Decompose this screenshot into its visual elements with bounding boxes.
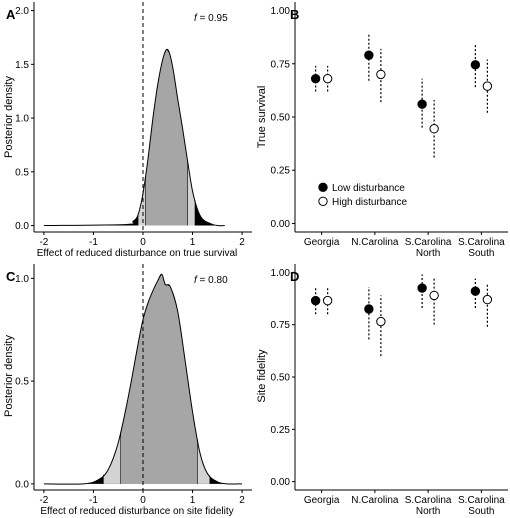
- x-category-label: N.Carolina: [351, 237, 399, 248]
- high-disturbance-point: [429, 290, 439, 301]
- annotation-f-value: f = 0.95: [194, 13, 228, 24]
- low-disturbance-point: [470, 60, 481, 70]
- x-tick-label: -1: [89, 495, 98, 506]
- x-axis-label: Effect of reduced disturbance on true su…: [37, 248, 237, 259]
- x-category-label: North: [416, 506, 440, 517]
- y-tick-label: 1.0: [15, 274, 29, 285]
- high-disturbance-point: [429, 124, 439, 134]
- legend-high-disturbance-marker: [318, 196, 328, 206]
- panel-label: C: [6, 269, 16, 284]
- y-axis-label: Posterior density: [3, 335, 15, 417]
- x-tick-label: 1: [190, 237, 196, 248]
- y-axis-label: Site fidelity: [256, 349, 268, 403]
- legend: Low disturbance High disturbance: [318, 182, 407, 208]
- x-category-label: S.Carolina: [405, 495, 452, 506]
- y-tick-label: 1.5: [15, 60, 29, 71]
- x-tick-label: 0: [140, 495, 146, 506]
- panel-d: 0.00 0.25 0.50 0.75 1.00 Georgia N.Carolina S.C…: [256, 264, 508, 517]
- x-tick-label: -2: [39, 237, 48, 248]
- y-tick-label: 1.0: [15, 114, 29, 125]
- y-tick-label: 1.00: [271, 6, 291, 17]
- panel-label: B: [290, 7, 299, 22]
- y-axis-label: True survival: [256, 86, 268, 149]
- y-tick-label: 0.0: [15, 479, 29, 490]
- x-category-label: South: [468, 248, 494, 259]
- credible-interval-inner-area: [145, 49, 188, 226]
- y-tick-label: 2.0: [15, 6, 29, 17]
- low-disturbance-point: [417, 99, 427, 109]
- x-category-label: Georgia: [304, 237, 340, 248]
- x-axis-label: Effect of reduced disturbance on site fi…: [40, 506, 233, 517]
- x-tick-label: -2: [39, 495, 48, 506]
- legend-label: High disturbance: [332, 197, 407, 208]
- high-disturbance-point: [322, 73, 333, 84]
- y-tick-label: 0.5: [15, 167, 29, 178]
- high-disturbance-point: [376, 316, 386, 327]
- high-disturbance-point: [482, 294, 493, 305]
- x-category-label: N.Carolina: [351, 495, 399, 506]
- high-disturbance-point: [376, 69, 386, 80]
- y-tick-label: 0.50: [271, 113, 291, 124]
- low-disturbance-point: [310, 295, 321, 306]
- low-disturbance-point: [364, 50, 374, 60]
- panel-label: D: [290, 269, 299, 284]
- x-tick-label: 2: [239, 495, 245, 506]
- high-disturbance-point: [482, 81, 493, 91]
- x-tick-label: 0: [140, 237, 146, 248]
- annotation-value: = 0.95: [197, 13, 228, 24]
- y-tick-label: 1.00: [271, 268, 291, 279]
- x-category-label: South: [468, 506, 494, 517]
- y-tick-label: 0.25: [271, 166, 291, 177]
- annotation-value: = 0.80: [197, 275, 228, 286]
- x-tick-label: 2: [239, 237, 245, 248]
- y-tick-label: 0.75: [271, 59, 291, 70]
- legend-low-disturbance-marker: [318, 182, 328, 192]
- y-tick-label: 0.0: [15, 221, 29, 232]
- panel-a: -2 -1 0 1 2 0.0 0.5 1.0 1.5 2.0 Effect of reduced …: [3, 2, 252, 259]
- x-category-label: S.Carolina: [458, 495, 505, 506]
- low-disturbance-point: [364, 304, 374, 314]
- density-tail-area: [43, 49, 225, 226]
- density-curve: [43, 48, 225, 227]
- y-tick-label: 0.25: [271, 425, 291, 436]
- panel-b: 0.00 0.25 0.50 0.75 1.00 Georgia N.Carolina S.C…: [256, 2, 508, 259]
- y-tick-label: 0.50: [271, 373, 291, 384]
- panel-label: A: [6, 7, 16, 22]
- low-disturbance-point: [310, 73, 321, 84]
- density-curve: [43, 273, 243, 485]
- x-category-label: Georgia: [304, 495, 340, 506]
- y-tick-label: 0.00: [271, 219, 291, 230]
- annotation-symbol: f: [194, 13, 198, 24]
- high-disturbance-point: [322, 295, 333, 306]
- y-tick-label: 0.5: [15, 377, 29, 388]
- y-tick-label: 0.75: [271, 320, 291, 331]
- y-tick-label: 0.00: [271, 477, 291, 488]
- annotation-f-value: f = 0.80: [194, 275, 228, 286]
- y-axis-label: Posterior density: [3, 76, 15, 158]
- low-disturbance-point: [417, 283, 427, 293]
- panel-c: -2 -1 0 1 2 0.0 0.5 1.0 Effect of reduced distur…: [3, 264, 252, 517]
- x-category-label: S.Carolina: [458, 237, 505, 248]
- legend-label: Low disturbance: [332, 183, 405, 194]
- x-category-label: North: [416, 248, 440, 259]
- annotation-symbol: f: [194, 275, 198, 286]
- low-disturbance-point: [470, 286, 481, 296]
- credible-interval-inner-area: [120, 275, 198, 484]
- x-tick-label: 1: [190, 495, 196, 506]
- x-category-label: S.Carolina: [405, 237, 452, 248]
- x-tick-label: -1: [89, 237, 98, 248]
